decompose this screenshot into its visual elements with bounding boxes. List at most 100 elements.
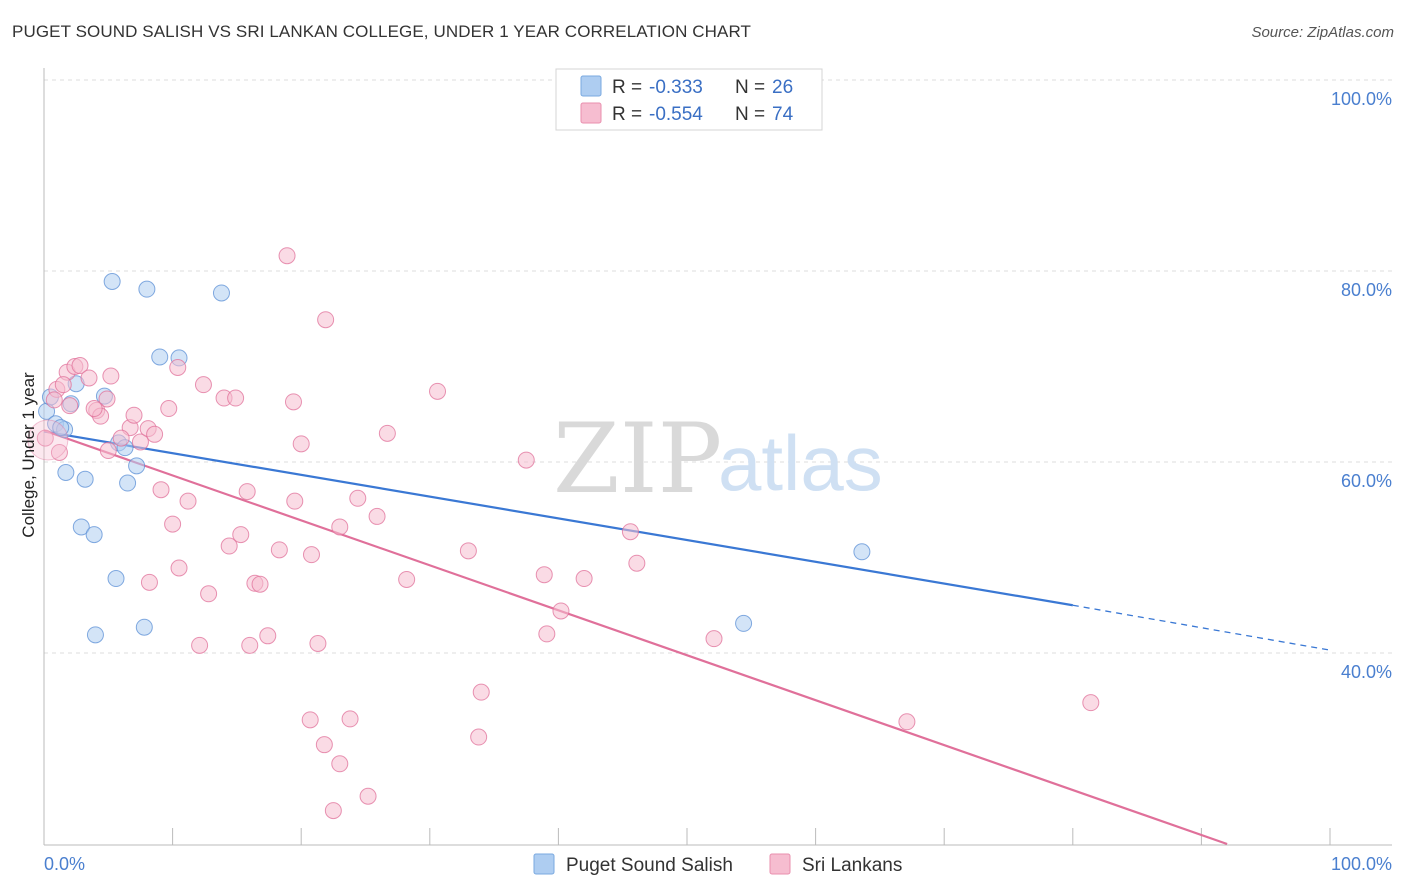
srilankan-point — [112, 429, 130, 447]
watermark-zip: ZIP — [553, 403, 722, 515]
puget-point — [853, 543, 871, 561]
srilankan-point — [200, 585, 218, 603]
legend-r-label-1: R = — [612, 77, 642, 98]
puget-point — [151, 348, 169, 366]
srilankan-point — [575, 570, 593, 588]
srilankan-point — [241, 636, 259, 654]
srilankan-point — [179, 492, 197, 510]
legend-r-value-2: -0.554 — [649, 104, 703, 125]
srilankan-point — [1082, 694, 1100, 712]
srilankan-point — [54, 376, 72, 394]
x-tick-label-min: 0.0% — [44, 854, 85, 874]
srilankan-point — [125, 406, 143, 424]
watermark-atlas: atlas — [718, 419, 883, 507]
srilankan-point — [284, 393, 302, 411]
srilankan-point — [152, 481, 170, 499]
srilankan-point — [517, 451, 535, 469]
legend-n-value-1: 26 — [772, 77, 793, 98]
srilankan-point — [535, 566, 553, 584]
srilankan-trend-line — [43, 429, 1228, 846]
srilankan-point — [164, 515, 182, 533]
puget-point — [128, 457, 146, 475]
srilankan-point — [98, 390, 116, 408]
srilankan-point — [429, 382, 447, 400]
data-points — [27, 247, 1100, 820]
y-axis-label: College, Under 1 year — [19, 372, 38, 538]
y-tick-label-80: 80.0% — [1341, 280, 1392, 300]
bottom-legend-swatch-srilankans — [769, 853, 791, 875]
srilankan-point — [220, 537, 238, 555]
srilankan-point — [470, 728, 488, 746]
srilankan-point — [286, 492, 304, 510]
bottom-legend: Puget Sound Salish Sri Lankans — [533, 853, 902, 876]
srilankan-point — [85, 400, 103, 418]
srilankan-point — [170, 559, 188, 577]
srilankan-point — [324, 802, 342, 820]
srilankan-point — [270, 541, 288, 559]
srilankan-point — [331, 755, 349, 773]
y-tick-labels: 40.0% 60.0% 80.0% 100.0% — [1331, 89, 1392, 682]
puget-point — [107, 570, 125, 588]
srilankan-point — [628, 554, 646, 572]
puget-point — [103, 273, 121, 291]
srilankan-point — [621, 523, 639, 541]
srilankan-point — [259, 627, 277, 645]
y-tick-label-60: 60.0% — [1341, 471, 1392, 491]
srilankan-point — [71, 357, 89, 375]
srilankan-point — [131, 433, 149, 451]
legend: R = -0.333 N = 26 R = -0.554 N = 74 — [555, 68, 823, 131]
srilankan-point — [331, 518, 349, 536]
bottom-legend-label-puget: Puget Sound Salish — [566, 855, 733, 876]
srilankan-point — [36, 429, 54, 447]
puget-point — [57, 464, 75, 482]
legend-n-value-2: 74 — [772, 104, 794, 125]
srilankan-point — [80, 369, 98, 387]
srilankan-point — [45, 391, 63, 409]
srilankan-point — [50, 443, 68, 461]
source-label: Source: ZipAtlas.com — [1251, 24, 1394, 41]
puget-point — [85, 526, 103, 544]
srilankan-point — [227, 389, 245, 407]
srilankan-point — [102, 367, 120, 385]
srilankan-point — [341, 710, 359, 728]
srilankan-point — [368, 507, 386, 525]
x-tick-label-max: 100.0% — [1331, 854, 1392, 874]
axes — [43, 68, 1392, 846]
srilankan-point — [315, 736, 333, 754]
y-tick-label-100: 100.0% — [1331, 89, 1392, 109]
puget-trend-line-extension — [1072, 604, 1331, 651]
srilankan-point — [309, 634, 327, 652]
srilankan-cluster-point — [27, 419, 69, 461]
puget-point — [212, 284, 230, 302]
srilankan-point — [61, 397, 79, 415]
srilankan-point — [146, 425, 164, 443]
srilankan-point — [898, 713, 916, 731]
srilankan-point — [194, 376, 212, 394]
watermark: ZIP atlas — [553, 403, 883, 515]
srilankan-point — [99, 442, 117, 460]
puget-trend-line — [43, 430, 1073, 607]
grid-lines — [44, 79, 1392, 654]
puget-point — [135, 618, 153, 636]
srilankan-point — [169, 358, 187, 376]
srilankan-point — [191, 636, 209, 654]
srilankan-point — [459, 542, 477, 560]
puget-point — [138, 280, 156, 298]
puget-point — [735, 614, 753, 632]
legend-swatch-puget — [580, 75, 602, 97]
srilankan-point — [238, 483, 256, 501]
legend-n-label-1: N = — [735, 77, 765, 98]
bottom-legend-label-srilankans: Sri Lankans — [802, 855, 902, 876]
srilankan-point — [538, 625, 556, 643]
trend-lines — [43, 429, 1331, 846]
chart-title: PUGET SOUND SALISH VS SRI LANKAN COLLEGE… — [12, 22, 752, 41]
srilankan-point — [472, 683, 490, 701]
srilankan-point — [378, 424, 396, 442]
srilankan-point — [292, 435, 310, 453]
srilankan-point — [317, 311, 335, 329]
srilankan-point — [349, 489, 367, 507]
y-tick-label-40: 40.0% — [1341, 662, 1392, 682]
puget-point — [86, 626, 104, 644]
legend-n-label-2: N = — [735, 104, 765, 125]
